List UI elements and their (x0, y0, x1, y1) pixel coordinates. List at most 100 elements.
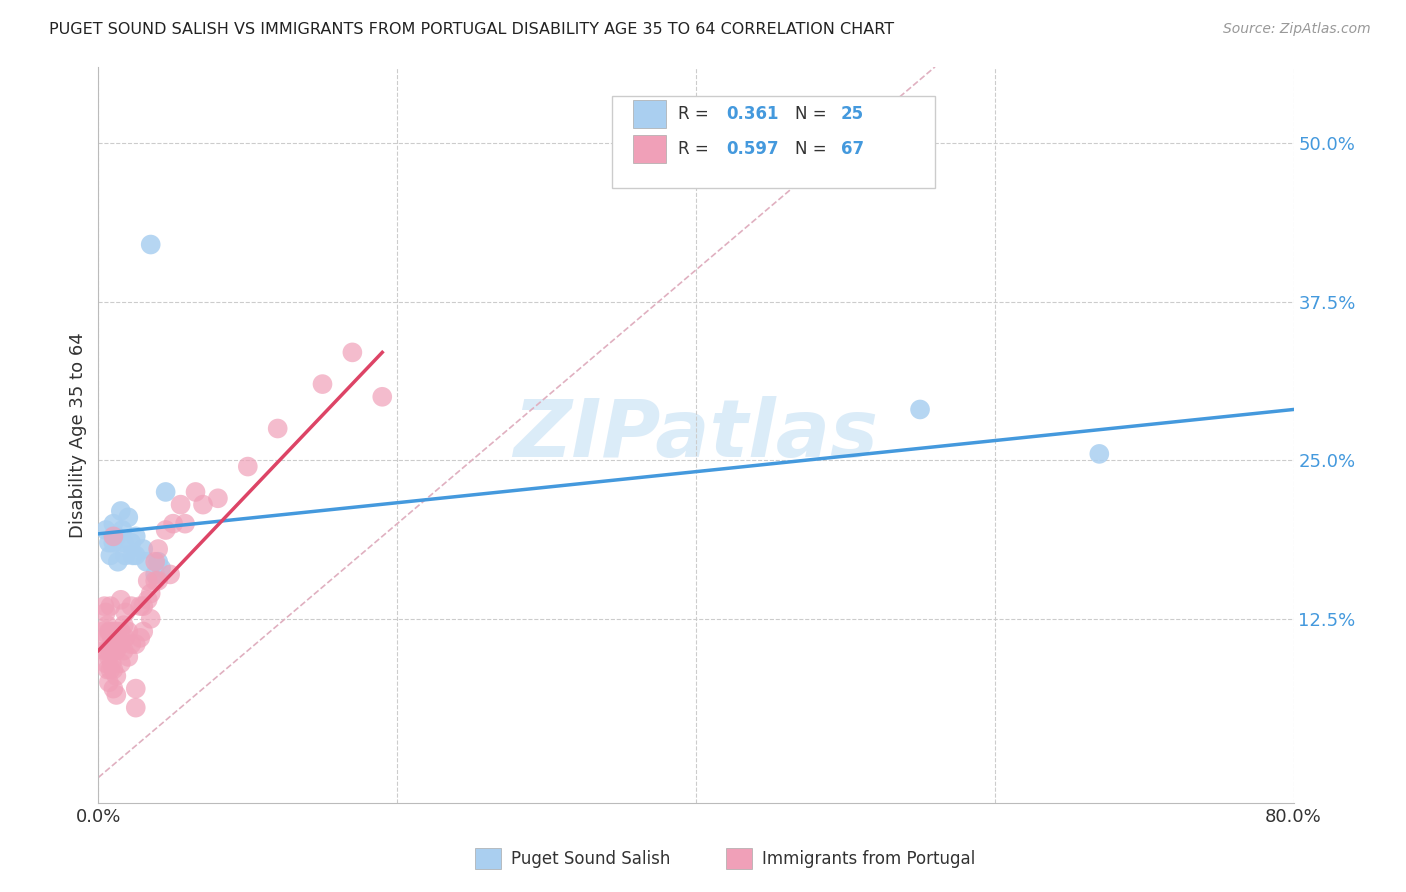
Point (120, 599, 142, 614)
Point (91, 624, 114, 639)
Point (96, 663, 118, 677)
Point (103, 663, 125, 677)
Point (148, 555, 170, 569)
Point (101, 657, 124, 671)
Point (98, 624, 122, 639)
Point (148, 542, 170, 557)
Point (148, 574, 170, 588)
Point (132, 542, 155, 557)
Point (191, 498, 214, 512)
Point (155, 485, 177, 500)
Point (110, 657, 132, 671)
Point (97, 535, 120, 549)
Point (169, 498, 191, 512)
FancyBboxPatch shape (475, 848, 501, 869)
Point (103, 535, 125, 549)
Text: 0.597: 0.597 (725, 139, 779, 158)
Point (132, 624, 155, 639)
Point (342, 345, 364, 359)
Text: Immigrants from Portugal: Immigrants from Portugal (762, 850, 974, 868)
Text: N =: N = (796, 105, 832, 123)
Point (121, 549, 143, 563)
Point (94, 606, 117, 620)
Text: 0.361: 0.361 (725, 105, 779, 123)
FancyBboxPatch shape (633, 100, 666, 128)
Point (136, 574, 159, 588)
Point (94, 631, 117, 645)
Point (112, 618, 135, 632)
Point (96, 618, 118, 632)
Point (117, 649, 139, 664)
Point (114, 606, 136, 620)
Point (117, 510, 139, 524)
Point (125, 681, 148, 696)
Point (150, 561, 173, 575)
Y-axis label: Disability Age 35 to 64: Disability Age 35 to 64 (69, 332, 87, 538)
Point (1088, 447, 1111, 461)
Point (139, 586, 162, 600)
Point (98, 599, 122, 614)
Point (105, 643, 128, 657)
Point (98, 663, 122, 677)
Point (103, 516, 125, 531)
Point (114, 549, 136, 563)
Point (236, 459, 259, 474)
Point (908, 402, 931, 417)
Point (112, 643, 135, 657)
Point (139, 612, 162, 626)
Point (125, 637, 148, 651)
Text: ZIPatlas: ZIPatlas (513, 396, 879, 474)
Point (162, 516, 184, 531)
Point (129, 631, 152, 645)
Point (112, 535, 135, 549)
Point (114, 631, 136, 645)
Text: Puget Sound Salish: Puget Sound Salish (510, 850, 671, 868)
Text: PUGET SOUND SALISH VS IMMIGRANTS FROM PORTUGAL DISABILITY AGE 35 TO 64 CORRELATI: PUGET SOUND SALISH VS IMMIGRANTS FROM PO… (49, 22, 894, 37)
Point (143, 555, 166, 569)
Point (105, 688, 128, 702)
Point (125, 529, 148, 543)
Point (120, 535, 142, 549)
Point (101, 631, 124, 645)
Point (311, 377, 333, 392)
Point (174, 516, 197, 531)
Text: 25: 25 (841, 105, 863, 123)
Point (125, 700, 148, 714)
Point (139, 237, 162, 252)
Point (110, 592, 132, 607)
Text: N =: N = (796, 139, 832, 158)
Point (96, 643, 118, 657)
FancyBboxPatch shape (633, 135, 666, 162)
Point (136, 592, 159, 607)
Point (159, 567, 181, 582)
FancyBboxPatch shape (725, 848, 752, 869)
Text: R =: R = (678, 105, 714, 123)
Point (111, 523, 134, 537)
Point (110, 624, 132, 639)
Point (107, 555, 129, 569)
Text: Source: ZipAtlas.com: Source: ZipAtlas.com (1223, 22, 1371, 37)
Point (132, 599, 155, 614)
Point (105, 529, 128, 543)
Point (103, 643, 125, 657)
Point (143, 567, 166, 582)
Point (107, 624, 129, 639)
Point (207, 491, 229, 506)
Point (93, 599, 115, 614)
Point (117, 624, 139, 639)
Point (143, 574, 166, 588)
Text: 67: 67 (841, 139, 863, 158)
Point (135, 555, 157, 569)
Point (267, 421, 290, 435)
Point (155, 523, 177, 537)
Point (94, 657, 117, 671)
Point (93, 643, 115, 657)
Point (371, 390, 394, 404)
Point (120, 637, 142, 651)
Point (97, 624, 120, 639)
Point (125, 549, 148, 563)
Point (184, 485, 207, 500)
Point (103, 529, 125, 543)
Point (98, 643, 122, 657)
Point (94, 523, 117, 537)
